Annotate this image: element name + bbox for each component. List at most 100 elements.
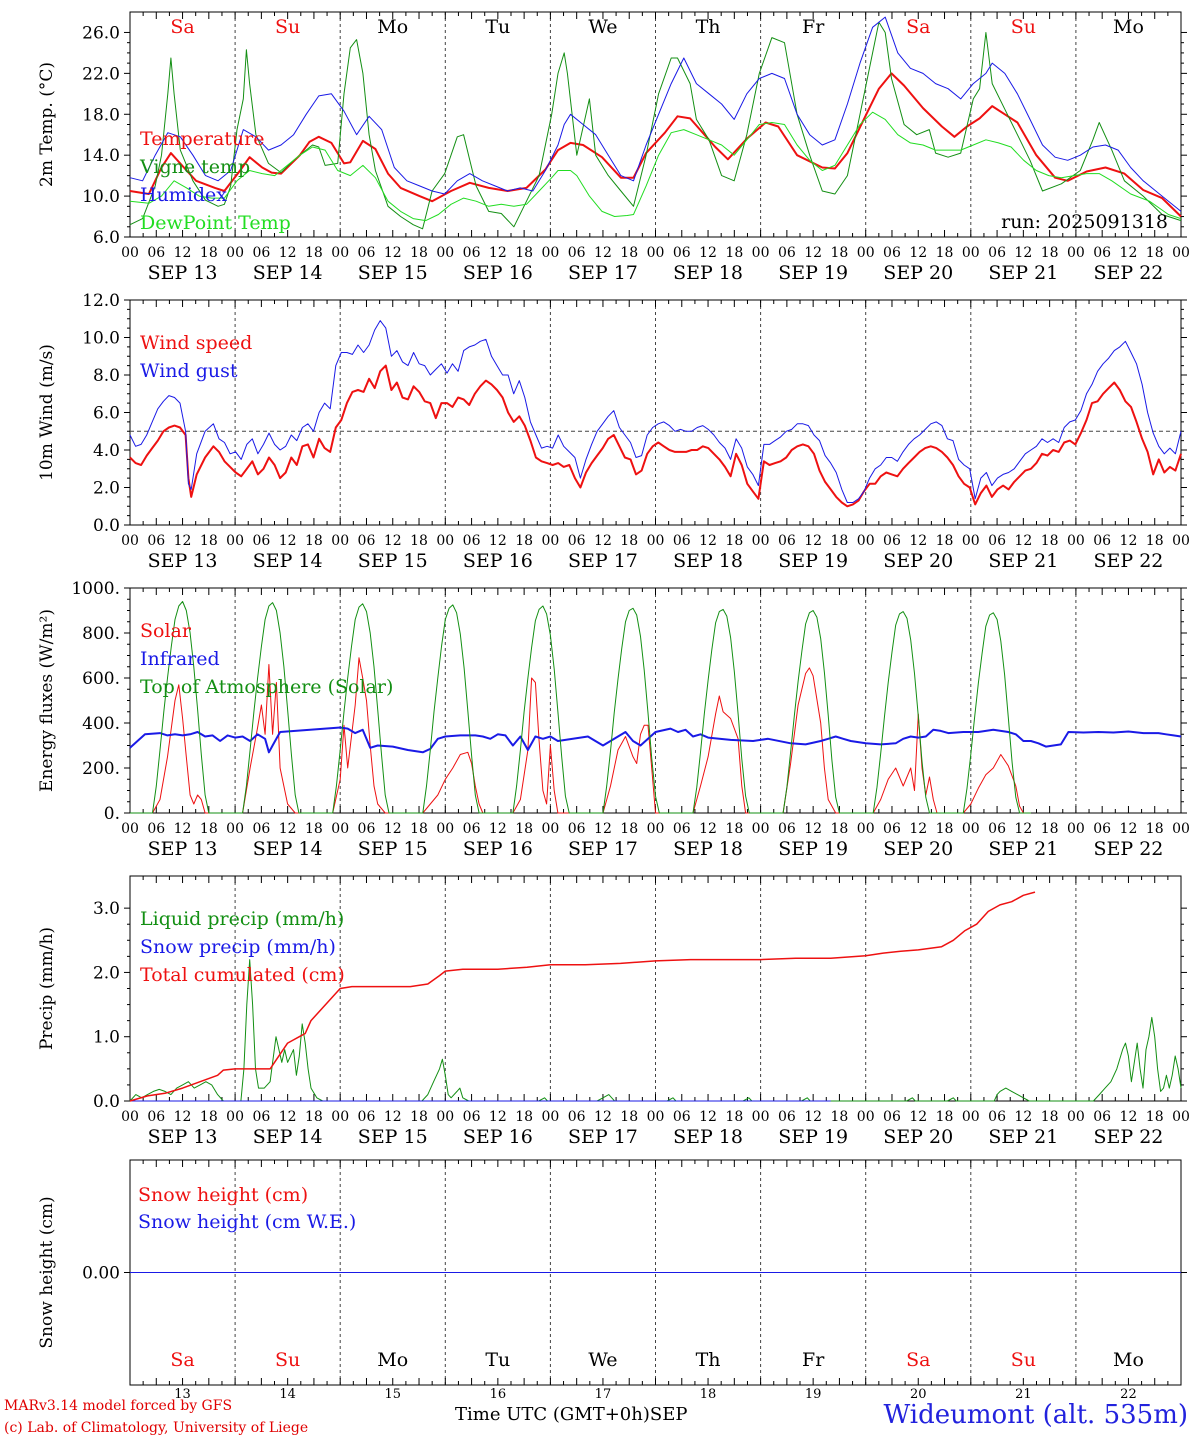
weekday-label-top: Mo <box>1113 16 1144 38</box>
x-hour-label: 18 <box>305 245 323 261</box>
x-hour-label: 12 <box>804 1109 822 1125</box>
x-hour-label: 12 <box>594 821 612 837</box>
x-hour-label: 12 <box>1120 1109 1138 1125</box>
y-tick-label: 600. <box>82 669 120 689</box>
x-hour-label: 00 <box>541 821 559 837</box>
series-line-wind-speed <box>129 364 1182 508</box>
x-hour-label: 00 <box>752 1109 770 1125</box>
x-date-label: SEP 20 <box>883 838 953 860</box>
x-hour-label: 06 <box>358 245 376 261</box>
x-hour-label: 06 <box>463 533 481 549</box>
x-hour-label: 12 <box>279 821 297 837</box>
x-hour-label: 18 <box>936 1109 954 1125</box>
x-hour-label: 00 <box>1172 1109 1190 1125</box>
x-hour-label: 18 <box>1041 533 1059 549</box>
x-hour-label: 00 <box>857 245 875 261</box>
x-hour-label: 12 <box>804 821 822 837</box>
x-hour-label: 12 <box>384 1109 402 1125</box>
x-date-label: SEP 18 <box>673 262 743 284</box>
y-tick-label: 6.0 <box>93 228 120 248</box>
x-date-label: SEP 18 <box>673 550 743 572</box>
x-date-label: SEP 15 <box>358 1126 428 1148</box>
x-hour-label: 00 <box>121 533 139 549</box>
y-tick-label: 400. <box>82 714 120 734</box>
legend-entry: Humidex <box>140 184 227 206</box>
day-number-label: 15 <box>384 1387 401 1402</box>
x-hour-label: 00 <box>541 533 559 549</box>
x-hour-label: 18 <box>515 245 533 261</box>
x-hour-label: 12 <box>699 821 717 837</box>
x-hour-label: 18 <box>620 821 638 837</box>
x-hour-label: 18 <box>831 821 849 837</box>
weekday-label-bottom: We <box>588 1349 617 1371</box>
x-date-label: SEP 16 <box>463 1126 533 1148</box>
weekday-label-bottom: Mo <box>377 1349 408 1371</box>
legend-entry: Snow height (cm) <box>138 1184 308 1206</box>
x-hour-label: 00 <box>962 245 980 261</box>
y-tick-label: 14.0 <box>82 146 120 166</box>
series-line-vigne-temp <box>129 21 1182 230</box>
y-axis-label: 2m Temp. (°C) <box>37 62 57 187</box>
day-number-label: 14 <box>279 1387 296 1402</box>
x-hour-label: 18 <box>200 533 218 549</box>
day-number-label: 21 <box>1015 1387 1032 1402</box>
x-date-label: SEP 20 <box>883 262 953 284</box>
x-hour-label: 00 <box>962 1109 980 1125</box>
x-hour-label: 00 <box>436 1109 454 1125</box>
x-hour-label: 00 <box>541 245 559 261</box>
x-date-label: SEP 14 <box>253 838 323 860</box>
x-hour-label: 12 <box>174 821 192 837</box>
x-date-label: SEP 20 <box>883 550 953 572</box>
x-hour-label: 00 <box>1067 533 1085 549</box>
x-hour-label: 12 <box>1014 1109 1032 1125</box>
x-hour-label: 18 <box>410 245 428 261</box>
weekday-label-top: Sa <box>170 16 194 38</box>
x-hour-label: 12 <box>1014 821 1032 837</box>
weekday-label-bottom: Tu <box>485 1349 510 1371</box>
x-hour-label: 06 <box>568 533 586 549</box>
x-hour-label: 18 <box>410 1109 428 1125</box>
x-hour-label: 06 <box>988 1109 1006 1125</box>
legend-entry: Solar <box>140 620 192 642</box>
x-date-label: SEP 13 <box>148 262 218 284</box>
x-hour-label: 18 <box>200 821 218 837</box>
x-date-label: SEP 15 <box>358 262 428 284</box>
y-tick-label: 1000. <box>71 579 120 599</box>
x-hour-label: 00 <box>647 245 665 261</box>
x-date-label: SEP 19 <box>778 550 848 572</box>
x-date-label: SEP 16 <box>463 838 533 860</box>
x-hour-label: 18 <box>1146 533 1164 549</box>
x-hour-label: 18 <box>410 821 428 837</box>
y-axis-label: Snow height (cm) <box>37 1196 57 1348</box>
x-axis-month: SEP <box>649 1404 688 1425</box>
y-tick-label: 6.0 <box>93 404 120 424</box>
x-hour-label: 00 <box>541 1109 559 1125</box>
legend-entry: Infrared <box>140 648 220 670</box>
x-hour-label: 12 <box>909 533 927 549</box>
day-number-label: 16 <box>490 1387 507 1402</box>
x-axis-title-text: Time UTC (GMT+0h) <box>455 1404 650 1425</box>
x-hour-label: 12 <box>594 533 612 549</box>
x-hour-label: 06 <box>358 821 376 837</box>
x-hour-label: 12 <box>174 533 192 549</box>
x-hour-label: 12 <box>1120 533 1138 549</box>
x-hour-label: 18 <box>831 533 849 549</box>
x-hour-label: 12 <box>384 245 402 261</box>
x-date-label: SEP 15 <box>358 838 428 860</box>
series-line-infrared <box>129 726 1182 754</box>
y-tick-label: 10.0 <box>82 187 120 207</box>
x-hour-label: 12 <box>1014 533 1032 549</box>
x-hour-label: 06 <box>1093 1109 1111 1125</box>
x-hour-label: 18 <box>200 1109 218 1125</box>
x-hour-label: 00 <box>121 245 139 261</box>
day-number-label: 19 <box>805 1387 822 1402</box>
x-hour-label: 18 <box>620 1109 638 1125</box>
x-hour-label: 06 <box>147 1109 165 1125</box>
legend-entry: Vigne temp <box>139 156 250 178</box>
x-hour-label: 18 <box>1146 821 1164 837</box>
x-date-label: SEP 16 <box>463 262 533 284</box>
legend-entry: Snow precip (mm/h) <box>140 936 336 958</box>
x-hour-label: 12 <box>489 1109 507 1125</box>
y-tick-label: 200. <box>82 759 120 779</box>
